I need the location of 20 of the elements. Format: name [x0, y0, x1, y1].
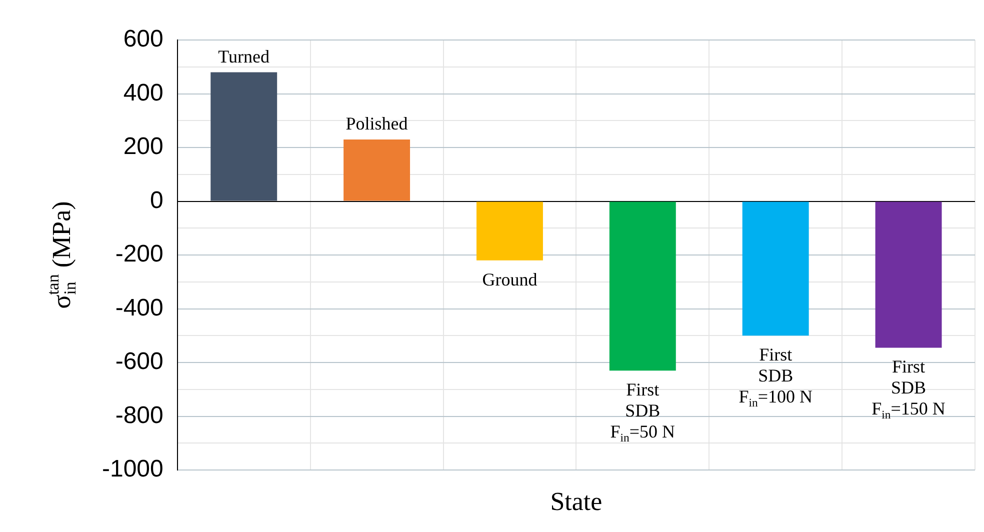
y-tick-label: 400: [123, 79, 164, 106]
x-tick-label: Ground: [482, 269, 538, 290]
y-tick-label: -400: [115, 294, 164, 322]
x-tick-label: Turned: [218, 46, 270, 66]
x-tick-label: Polished: [346, 113, 408, 134]
bar: [344, 139, 410, 201]
y-tick-label: 600: [123, 26, 164, 53]
bar: [609, 202, 676, 371]
y-tick-label: -600: [115, 348, 164, 376]
y-tick-label: 200: [123, 133, 164, 160]
y-tick-label: -800: [115, 402, 164, 429]
bar: [875, 202, 942, 348]
bar: [210, 72, 278, 201]
y-axis-title: σintan (MPa): [43, 201, 80, 309]
y-tick-label: -1000: [102, 456, 164, 483]
bar: [476, 202, 543, 260]
bar: [742, 202, 809, 336]
y-tick-label: 0: [150, 186, 164, 214]
y-tick-label: -200: [115, 240, 164, 268]
x-axis-title: State: [550, 487, 602, 516]
